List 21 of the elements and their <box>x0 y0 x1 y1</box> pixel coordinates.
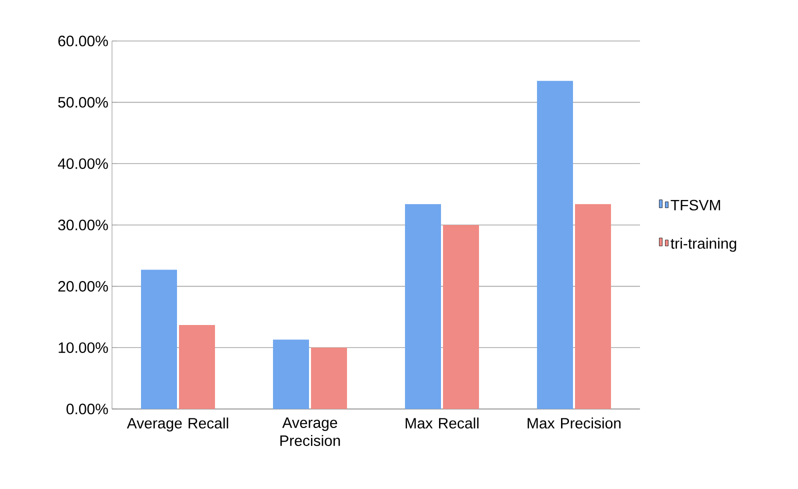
bar <box>179 324 216 409</box>
y-tick-label: 0.00% <box>66 404 108 414</box>
y-tick-label: 30.00% <box>58 220 108 230</box>
y-tick-label: 10.00% <box>58 342 108 353</box>
x-tick-label: Average Precision <box>280 418 340 446</box>
y-tick-label: 50.00% <box>58 97 108 108</box>
y-tick-label: 20.00% <box>58 281 108 292</box>
bar <box>273 340 310 409</box>
x-tick-label: Max Precision <box>528 418 621 429</box>
x-tick-label: Max Recall <box>406 418 478 429</box>
x-tick-label: Average Recall <box>126 418 228 432</box>
bar <box>537 80 573 409</box>
bar <box>141 270 178 409</box>
bar <box>443 224 479 409</box>
legend-label: TFSVM <box>670 200 720 210</box>
legend-label: tri-training <box>670 238 736 252</box>
y-tick-label: 40.00% <box>58 158 108 169</box>
bar <box>575 204 611 409</box>
bar <box>311 348 348 409</box>
bar <box>405 204 441 409</box>
y-tick-label: 60.00% <box>58 36 108 46</box>
